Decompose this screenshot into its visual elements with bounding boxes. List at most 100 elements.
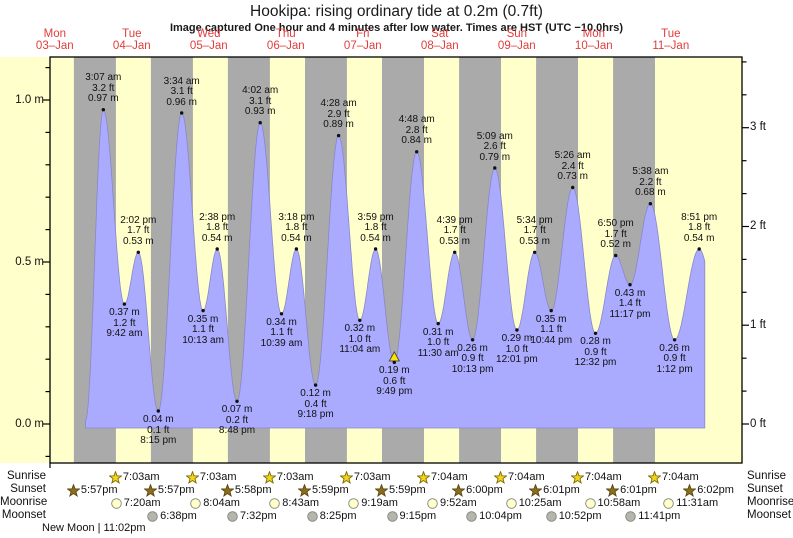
y-axis-left-tick-label: 0.5 m (15, 255, 44, 268)
tide-label-line: 0.68 m (635, 187, 666, 199)
moonrise-circle-icon (663, 497, 674, 509)
tide-label-line: 10:44 pm (530, 334, 573, 346)
moonset-circle-icon (625, 510, 637, 522)
low-tide-label: 0.34 m 1.1 ft 10:39 am (237, 317, 327, 350)
tide-label-line: 12:01 pm (496, 354, 538, 365)
moonset-circle-icon (545, 510, 557, 522)
sunrise-time: 7:03am (199, 471, 237, 483)
tide-label-line: 0.54 m (201, 232, 233, 244)
sunrise-time: 7:03am (122, 471, 160, 483)
tide-extreme-dot (453, 250, 457, 254)
sunrise-entry: 7:03am (339, 470, 391, 484)
tide-label-line: 1.7 ft (443, 225, 466, 237)
tide-label-line: 10:13 pm (451, 363, 494, 375)
tide-label-line: 2.6 ft (483, 141, 506, 152)
sunrise-star-icon (571, 470, 584, 484)
tide-extreme-dot (122, 302, 127, 306)
moonrise-row-label-right: Moonrise (747, 496, 793, 508)
low-tide-label: 0.32 m 1.0 ft 11:04 am (315, 324, 405, 356)
tide-label-line: 1.1 ft (270, 327, 293, 339)
moonset-time: 7:32pm (240, 510, 277, 522)
sunset-time: 5:57pm (157, 484, 195, 496)
tide-label-line: 0.54 m (281, 232, 312, 244)
tide-label-line: 0.12 m (300, 388, 331, 400)
day-date: 08–Jan (420, 39, 459, 52)
tide-label-line: 5:09 am (476, 130, 513, 142)
tide-label-line: 0.9 ft (461, 353, 484, 365)
tide-label-line: 2:02 pm (120, 214, 157, 226)
low-tide-label: 0.43 m 1.4 ft 11:17 pm (585, 288, 675, 321)
y-axis-right-tick-label: 1 ft (750, 318, 766, 331)
tide-extreme-dot (614, 253, 618, 258)
tide-label-line: 11:04 am (339, 344, 381, 356)
sunrise-star-icon (262, 470, 276, 484)
high-tide-label: 5:26 am 2.4 ft 0.73 m (528, 150, 618, 183)
sunset-row-label: Sunset (10, 483, 46, 495)
tide-label-line: 3.1 ft (170, 86, 193, 97)
low-tide-label: 0.37 m 1.2 ft 9:42 am (79, 308, 169, 340)
high-tide-label: 4:48 am 2.8 ft 0.84 m (372, 115, 462, 147)
tide-label-line: 1.8 ft (206, 222, 229, 233)
moonrise-circle-icon (111, 497, 122, 509)
moonrise-entry: 7:20am (110, 496, 161, 510)
tide-label-line: 0.96 m (166, 96, 197, 108)
y-axis-right-tick-label: 3 ft (750, 121, 766, 134)
sunrise-star-icon (417, 470, 430, 484)
tide-label-line: 2:38 pm (199, 211, 236, 223)
moonset-time: 10:52pm (558, 510, 602, 522)
tide-label-line: 8:51 pm (681, 211, 718, 223)
low-tide-label: 0.07 m 0.2 ft 8:48 pm (192, 405, 282, 437)
sunset-time: 6:00pm (466, 484, 503, 496)
high-tide-label: 5:38 am 2.2 ft 0.68 m (605, 167, 695, 199)
tide-label-line: 6:50 pm (597, 218, 634, 229)
tide-label-line: 0.93 m (244, 106, 276, 118)
tide-label-line: 8:48 pm (218, 425, 256, 437)
tide-label-line: 2.8 ft (405, 124, 428, 136)
tide-label-line: 1.2 ft (113, 317, 136, 329)
tide-extreme-dot (436, 321, 440, 326)
tide-extreme-dot (294, 247, 299, 251)
tide-label-line: 0.84 m (401, 135, 432, 147)
moonrise-circle-icon (269, 497, 281, 509)
tide-extreme-dot (313, 383, 318, 387)
moonrise-entry: 10:25am (505, 496, 562, 510)
sunset-time: 6:02pm (697, 484, 734, 496)
tide-extreme-dot (156, 409, 160, 413)
tide-label-line: 5:26 am (554, 150, 591, 161)
moonrise-time: 10:25am (518, 497, 562, 509)
tide-label-line: 1.8 ft (364, 222, 387, 233)
tide-label-line: 1.8 ft (285, 222, 308, 233)
sunset-row-label-right: Sunset (747, 483, 783, 495)
low-tide-label: 0.19 m 0.6 ft 9:49 pm (349, 366, 439, 398)
moonset-entry: 10:52pm (545, 509, 602, 523)
sunrise-entry: 7:04am (417, 470, 468, 484)
sunset-time: 5:57pm (80, 484, 118, 496)
low-tide-label: 0.31 m 1.0 ft 11:30 am (393, 327, 483, 360)
tide-label-line: 9:18 pm (297, 409, 334, 421)
tide-label-line: 2.9 ft (327, 108, 350, 120)
tide-extreme-dot (136, 250, 140, 254)
low-tide-label: 0.04 m 0.1 ft 8:15 pm (113, 414, 203, 447)
high-tide-label: 5:34 pm 1.7 ft 0.53 m (490, 215, 580, 248)
sunrise-entry: 7:03am (108, 470, 160, 484)
tide-label-line: 8:15 pm (140, 435, 177, 446)
tide-label-line: 0.53 m (123, 235, 154, 247)
low-tide-label: 0.28 m 0.9 ft 12:32 pm (551, 337, 641, 369)
tide-label-line: 4:02 am (242, 85, 279, 97)
day-name: Tue (122, 28, 142, 40)
tide-label-line: 4:39 pm (436, 214, 473, 226)
sunset-time: 5:59pm (312, 484, 349, 496)
tide-label-line: 3:34 am (163, 75, 200, 87)
tide-label-line: 4:48 am (398, 114, 435, 126)
tide-extreme-dot (571, 185, 575, 190)
tide-extreme-dot (549, 308, 553, 313)
sunrise-time: 7:04am (508, 471, 545, 483)
sunrise-star-icon (339, 470, 353, 484)
moonset-entry: 8:25pm (306, 509, 357, 523)
sunset-star-icon (452, 483, 466, 497)
tide-label-line: 0.9 ft (584, 346, 607, 358)
high-tide-label: 6:50 pm 1.7 ft 0.52 m (571, 218, 661, 251)
moonrise-time: 8:04am (203, 497, 240, 509)
moonset-time: 10:04pm (479, 510, 522, 522)
tide-label-line: 5:38 am (632, 166, 669, 178)
